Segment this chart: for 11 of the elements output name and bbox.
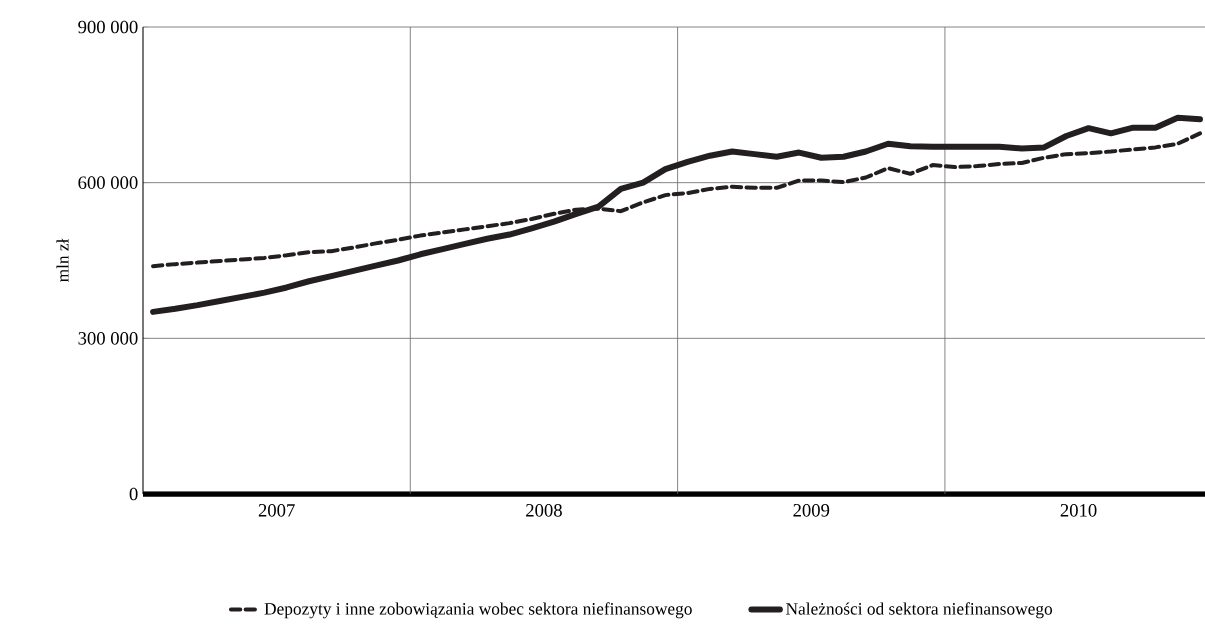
- legend-label: Należności od sektora niefinansowego: [786, 602, 1053, 619]
- y-tick-label: 900 000: [78, 20, 138, 34]
- y-tick-label: 600 000: [78, 176, 138, 189]
- x-tick-label: 2007: [258, 504, 295, 517]
- y-tick-label: 0: [129, 487, 138, 501]
- x-tick-label: 2008: [526, 504, 562, 517]
- y-tick-label: 300 000: [78, 332, 138, 345]
- x-tick-label: 2010: [1060, 504, 1097, 517]
- legend-label: Depozyty i inne zobowiązania wobec sektora niefinansowego: [264, 602, 692, 619]
- y-axis-title: mln zł: [56, 238, 69, 283]
- x-tick-label: 2009: [793, 504, 830, 517]
